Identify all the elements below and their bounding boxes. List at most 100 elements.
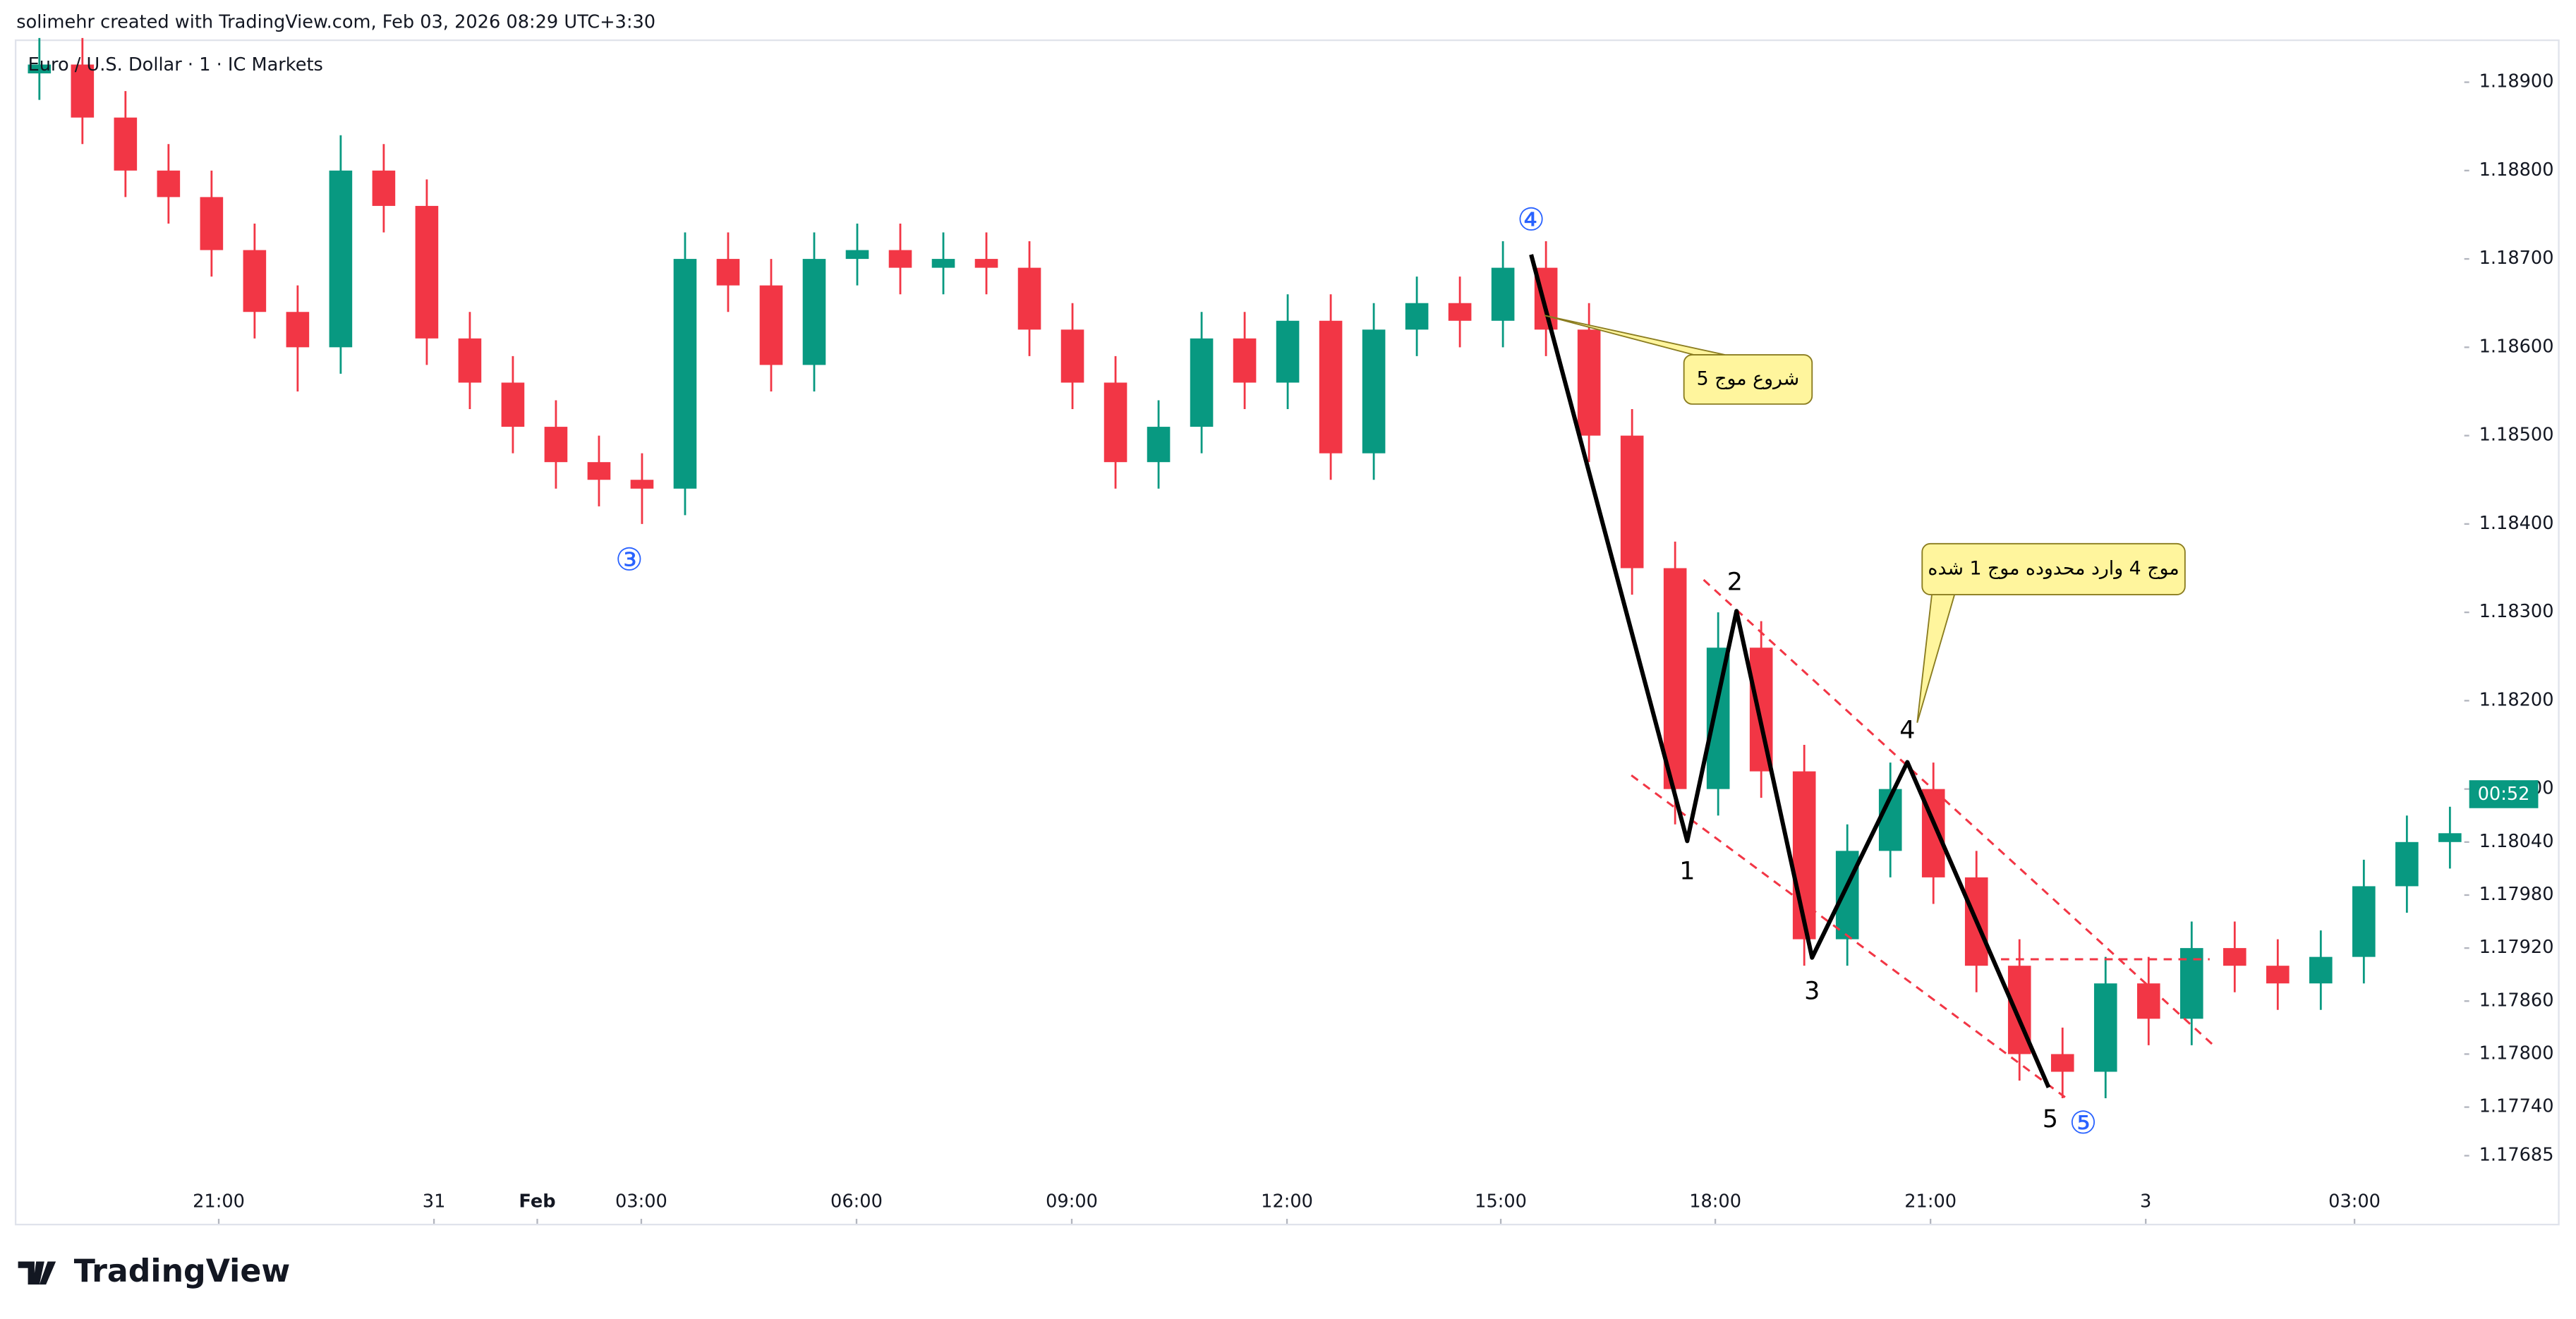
y-tick-label: 1.18700 <box>2479 248 2554 269</box>
y-tick-label: 1.18600 <box>2479 336 2554 357</box>
y-tick-label: 1.17740 <box>2479 1096 2554 1117</box>
candle-body <box>1706 648 1730 789</box>
axes: 1.18900 1.18800 1.18700 1.18600 1.18500 1.184… <box>193 71 2554 1224</box>
x-tick-label: 06:00 <box>830 1191 883 1212</box>
candle-body <box>114 117 138 171</box>
y-tick-label: 1.17800 <box>2479 1043 2554 1064</box>
candle-body <box>1147 427 1171 463</box>
circled-label: ⑤ <box>2069 1105 2098 1141</box>
x-tick-label: 21:00 <box>193 1191 245 1212</box>
y-tick-label: 1.18800 <box>2479 159 2554 181</box>
candle-body <box>1448 303 1472 321</box>
countdown-box <box>2469 780 2539 808</box>
y-tick-label: 1.17685 <box>2479 1144 2554 1165</box>
wave-label: 5 <box>2043 1105 2058 1133</box>
drawings <box>1529 254 2215 1098</box>
y-tick-label: 1.17980 <box>2479 884 2554 905</box>
candle-body <box>2266 966 2290 984</box>
candle-body <box>716 259 740 286</box>
wave-label: 2 <box>1727 569 1743 597</box>
x-tick-label: Feb <box>519 1191 555 1212</box>
candle-body <box>1060 329 1084 383</box>
countdown: 00:52 <box>2478 784 2530 805</box>
channel-upper <box>1703 578 2215 1047</box>
y-tick-label: 1.17920 <box>2479 937 2554 958</box>
x-tick-label: 15:00 <box>1475 1191 1527 1212</box>
circled-label: ④ <box>1517 202 1545 238</box>
candle-body <box>974 259 998 268</box>
wave-label: 3 <box>1804 978 1820 1006</box>
x-tick-label: 18:00 <box>1689 1191 1741 1212</box>
channel-lower <box>1631 774 2066 1098</box>
y-tick-label: 1.18040 <box>2479 831 2554 852</box>
candle-body <box>2352 886 2376 957</box>
candle-body <box>1103 382 1127 463</box>
candle-body <box>372 170 396 206</box>
candle-body <box>845 250 869 260</box>
candle-body <box>888 250 912 268</box>
candle-body <box>1663 568 1687 789</box>
x-tick-label: 09:00 <box>1046 1191 1098 1212</box>
candle-body <box>501 382 525 427</box>
plot-area <box>28 37 2462 1099</box>
candle-body <box>415 205 439 339</box>
y-tick-label: 1.17860 <box>2479 990 2554 1011</box>
x-tick-label: 03:00 <box>615 1191 667 1212</box>
candle-body <box>1620 435 1644 569</box>
candle-body <box>329 170 353 348</box>
candle-body <box>200 197 224 250</box>
y-tick-label: 1.18500 <box>2479 425 2554 446</box>
wave-path <box>1529 254 2051 1088</box>
candle-body <box>2093 983 2117 1072</box>
y-tick-label: 1.18300 <box>2479 601 2554 622</box>
candle-body <box>157 170 181 197</box>
candle-body <box>458 338 482 383</box>
candle-body <box>243 250 267 312</box>
wave-label: 4 <box>1899 716 1915 744</box>
candle-body <box>71 64 95 118</box>
candle-body <box>1491 267 1515 321</box>
candle-body <box>1319 320 1343 454</box>
y-tick-label: 1.18200 <box>2479 689 2554 710</box>
chart-frame <box>14 39 2560 1226</box>
x-tick-label: 21:00 <box>1904 1191 1957 1212</box>
candle-body <box>1017 267 1041 330</box>
candle-body <box>673 259 697 489</box>
candle-body <box>286 312 310 348</box>
candle-body <box>1577 329 1601 436</box>
candle-body <box>759 285 783 365</box>
candle-body <box>1190 338 1214 427</box>
header-text: solimehr created with TradingView.com, F… <box>16 12 655 33</box>
x-tick-label: 03:00 <box>2328 1191 2381 1212</box>
footer-logo: TradingView <box>18 1253 290 1289</box>
candle-body <box>1276 320 1300 383</box>
candle-body <box>1233 338 1257 383</box>
x-tick-label: 3 <box>2140 1191 2151 1212</box>
candle-body <box>931 259 955 268</box>
candle-body <box>2438 833 2462 842</box>
candle-body <box>1405 303 1429 330</box>
candle-body <box>28 64 52 74</box>
symbol-title: Euro / U.S. Dollar · 1 · IC Markets <box>28 54 323 75</box>
candle-body <box>802 259 826 365</box>
callout-text: شروع موج 5 <box>1697 367 1800 389</box>
callout-box <box>1683 354 1813 405</box>
candle-body <box>2050 1054 2074 1072</box>
candle-body <box>2136 983 2160 1019</box>
candle-body <box>2223 948 2247 966</box>
candle-body <box>1362 329 1386 454</box>
callout-text: موج 4 وارد محدوده موج 1 شده <box>1928 557 2179 579</box>
callout-box <box>1921 542 2186 595</box>
x-tick-label: 31 <box>423 1191 446 1212</box>
candle-body <box>1792 771 1816 940</box>
circled-label: ③ <box>615 542 643 578</box>
y-tick-label: 1.18400 <box>2479 513 2554 534</box>
wave-label: 1 <box>1679 858 1695 886</box>
candle-body <box>544 427 568 463</box>
logo-mark <box>18 1261 56 1285</box>
candle-body <box>2395 841 2419 887</box>
x-tick-label: 12:00 <box>1261 1191 1313 1212</box>
candle-body <box>587 462 611 480</box>
